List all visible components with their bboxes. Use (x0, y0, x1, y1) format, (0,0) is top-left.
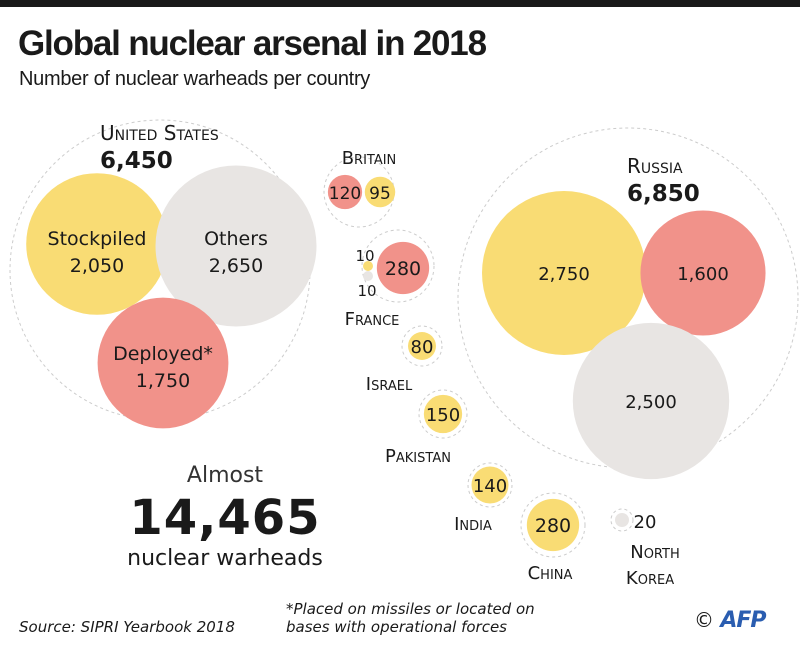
pakistan-outline (418, 389, 468, 439)
india-value: 140 (473, 476, 507, 497)
north-korea-name-1: North (630, 542, 680, 563)
britain-stockpiled-value: 95 (369, 184, 391, 204)
israel-name: Israel (366, 374, 413, 395)
footnote-line-1: *Placed on missiles or located on (286, 600, 535, 618)
source-note: Source: SIPRI Yearbook 2018 (19, 618, 235, 636)
afp-logo: AFP (720, 608, 766, 633)
france-name: France (345, 309, 400, 330)
united-states-deployed-bubble (97, 297, 229, 429)
france-others-value: 10 (357, 282, 376, 300)
pakistan-name: Pakistan (385, 446, 451, 467)
north-korea-name-2: Korea (626, 568, 674, 589)
russia-deployed-value: 1,600 (677, 264, 729, 285)
us-deployed-value: 1,750 (136, 370, 190, 392)
france-stockpiled-value: 10 (355, 247, 374, 265)
total-value: 14,465 (129, 490, 321, 546)
us-others-label: Others (204, 228, 268, 250)
chart-title: Global nuclear arsenal in 2018 (18, 24, 487, 63)
china-outline (520, 492, 586, 558)
france-outline (361, 229, 435, 303)
britain-stockpiled-bubble (364, 176, 396, 208)
india-stockpiled-bubble (471, 466, 509, 504)
france-others-bubble (363, 271, 373, 281)
russia-deployed-bubble (640, 210, 766, 336)
north-korea-value: 20 (634, 512, 657, 533)
copyright-icon: © (694, 608, 714, 632)
china-value: 280 (535, 515, 571, 537)
north-korea-others-bubble (615, 513, 629, 527)
france-deployed-bubble (376, 241, 430, 295)
total-suffix: nuclear warheads (127, 546, 323, 571)
france-stockpiled-bubble (363, 261, 373, 271)
credit: © AFP (694, 608, 767, 633)
us-total: 6,450 (100, 148, 173, 174)
india-outline (467, 462, 513, 508)
pakistan-value: 150 (426, 405, 460, 426)
russia-total: 6,850 (627, 181, 700, 207)
britain-name: Britain (342, 148, 397, 169)
russia-stockpiled-bubble (482, 191, 646, 355)
britain-deployed-value: 120 (329, 184, 361, 204)
china-stockpiled-bubble (526, 498, 580, 552)
top-bar (0, 0, 800, 7)
russia-others-value: 2,500 (625, 392, 677, 413)
north-korea-outline (610, 508, 634, 532)
britain-deployed-bubble (327, 174, 363, 210)
russia-name: Russia (627, 154, 683, 178)
us-others-value: 2,650 (209, 255, 263, 277)
us-stockpiled-label: Stockpiled (48, 228, 147, 250)
footnote: *Placed on missiles or located on bases … (286, 600, 535, 636)
chart-subtitle: Number of nuclear warheads per country (19, 68, 371, 90)
russia-stockpiled-value: 2,750 (538, 264, 590, 285)
united-states-stockpiled-bubble (26, 173, 168, 315)
total-prefix: Almost (186, 463, 264, 488)
pakistan-stockpiled-bubble (423, 394, 463, 434)
us-deployed-label: Deployed* (113, 343, 213, 365)
france-deployed-value: 280 (385, 258, 421, 280)
russia-others-bubble (572, 322, 730, 480)
china-name: China (528, 563, 573, 584)
israel-value: 80 (411, 337, 434, 358)
india-name: India (454, 514, 492, 535)
footnote-line-2: bases with operational forces (286, 618, 507, 636)
israel-outline (401, 325, 443, 367)
us-stockpiled-value: 2,050 (70, 255, 124, 277)
united-states-others-bubble (155, 165, 317, 327)
israel-stockpiled-bubble (408, 332, 436, 360)
us-name: United States (100, 121, 219, 145)
